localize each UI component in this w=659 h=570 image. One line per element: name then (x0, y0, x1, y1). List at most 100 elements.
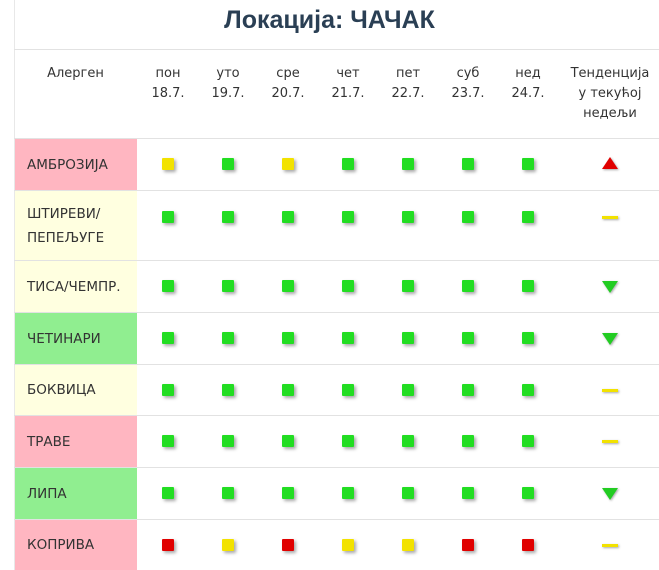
level-square (282, 435, 294, 447)
level-square (462, 211, 474, 223)
row-separator (14, 312, 659, 313)
level-square (342, 487, 354, 499)
header-date: 23.7. (451, 86, 485, 101)
level-square (162, 538, 174, 551)
trend-icon (602, 216, 618, 219)
level-square (222, 435, 234, 447)
level-square (222, 538, 234, 551)
header-day: сре (276, 66, 300, 81)
level-square (342, 211, 354, 223)
level-square (282, 332, 294, 344)
level-square (402, 487, 414, 499)
row-separator (14, 260, 659, 261)
header-day: суб (456, 66, 480, 81)
level-square (162, 487, 174, 499)
allergen-name: ШТИРЕВИ/ ПЕПЕЉУГЕ (15, 191, 137, 260)
level-square (462, 383, 474, 396)
level-square (402, 538, 414, 551)
level-square (522, 383, 534, 396)
allergen-name: ЧЕТИНАРИ (15, 313, 137, 364)
header-date: 22.7. (391, 86, 425, 101)
level-square (162, 383, 174, 396)
header-trend: у текућој (578, 86, 642, 101)
level-square (162, 211, 174, 223)
allergen-name: ТРАВЕ (15, 416, 137, 467)
level-square (222, 487, 234, 499)
header-day: пет (395, 66, 421, 81)
level-square (342, 538, 354, 551)
level-square (402, 211, 414, 223)
level-square (342, 158, 354, 170)
level-square (522, 158, 534, 170)
level-square (282, 280, 294, 292)
header-trend: недељи (583, 106, 637, 121)
level-square (282, 487, 294, 499)
trend-icon (602, 488, 618, 500)
header-trend: Тенденција (570, 66, 650, 81)
level-square (162, 332, 174, 344)
trend-icon (602, 281, 618, 293)
row-separator (14, 467, 659, 468)
trend-icon (602, 157, 618, 169)
level-square (402, 435, 414, 447)
level-square (402, 158, 414, 170)
header-date: 19.7. (211, 86, 245, 101)
allergen-name: ЛИПА (15, 468, 137, 519)
trend-icon (602, 333, 618, 345)
row-separator (14, 190, 659, 191)
trend-icon (602, 543, 618, 547)
header-day: чет (336, 66, 360, 81)
header-day: пон (155, 66, 181, 81)
level-square (282, 538, 294, 551)
left-border (14, 0, 15, 570)
level-square (402, 280, 414, 292)
trend-icon (602, 440, 618, 443)
header-date: 18.7. (151, 86, 185, 101)
header-date: 24.7. (511, 86, 545, 101)
level-square (282, 383, 294, 396)
row-separator (14, 519, 659, 520)
level-square (522, 435, 534, 447)
allergen-name: АМБРОЗИЈА (15, 139, 137, 190)
level-square (522, 280, 534, 292)
row-separator (14, 364, 659, 365)
header-allergen: Алерген (47, 66, 104, 81)
level-square (522, 332, 534, 344)
header-day: уто (216, 66, 240, 81)
level-square (222, 332, 234, 344)
level-square (522, 487, 534, 499)
level-square (402, 383, 414, 396)
title: Локација: ЧАЧАК (224, 6, 435, 34)
level-square (162, 158, 174, 170)
level-square (342, 280, 354, 292)
allergen-name: БОКВИЦА (15, 365, 137, 415)
allergen-name: КОПРИВА (15, 520, 137, 570)
level-square (462, 435, 474, 447)
level-square (222, 211, 234, 223)
level-square (282, 211, 294, 223)
level-square (462, 158, 474, 170)
separator (14, 49, 659, 50)
level-square (462, 487, 474, 499)
level-square (222, 280, 234, 292)
header-day: нед (515, 66, 541, 81)
level-square (162, 435, 174, 447)
level-square (522, 538, 534, 551)
level-square (162, 280, 174, 292)
level-square (402, 332, 414, 344)
level-square (222, 158, 234, 170)
level-square (342, 383, 354, 396)
header-date: 20.7. (271, 86, 305, 101)
level-square (462, 280, 474, 292)
level-square (342, 332, 354, 344)
row-separator (14, 138, 659, 139)
level-square (282, 158, 294, 170)
row-separator (14, 415, 659, 416)
level-square (222, 383, 234, 396)
header-date: 21.7. (331, 86, 365, 101)
allergen-name: ТИСА/ЧЕМПР. (15, 261, 137, 312)
trend-icon (602, 388, 618, 392)
level-square (462, 332, 474, 344)
level-square (522, 211, 534, 223)
